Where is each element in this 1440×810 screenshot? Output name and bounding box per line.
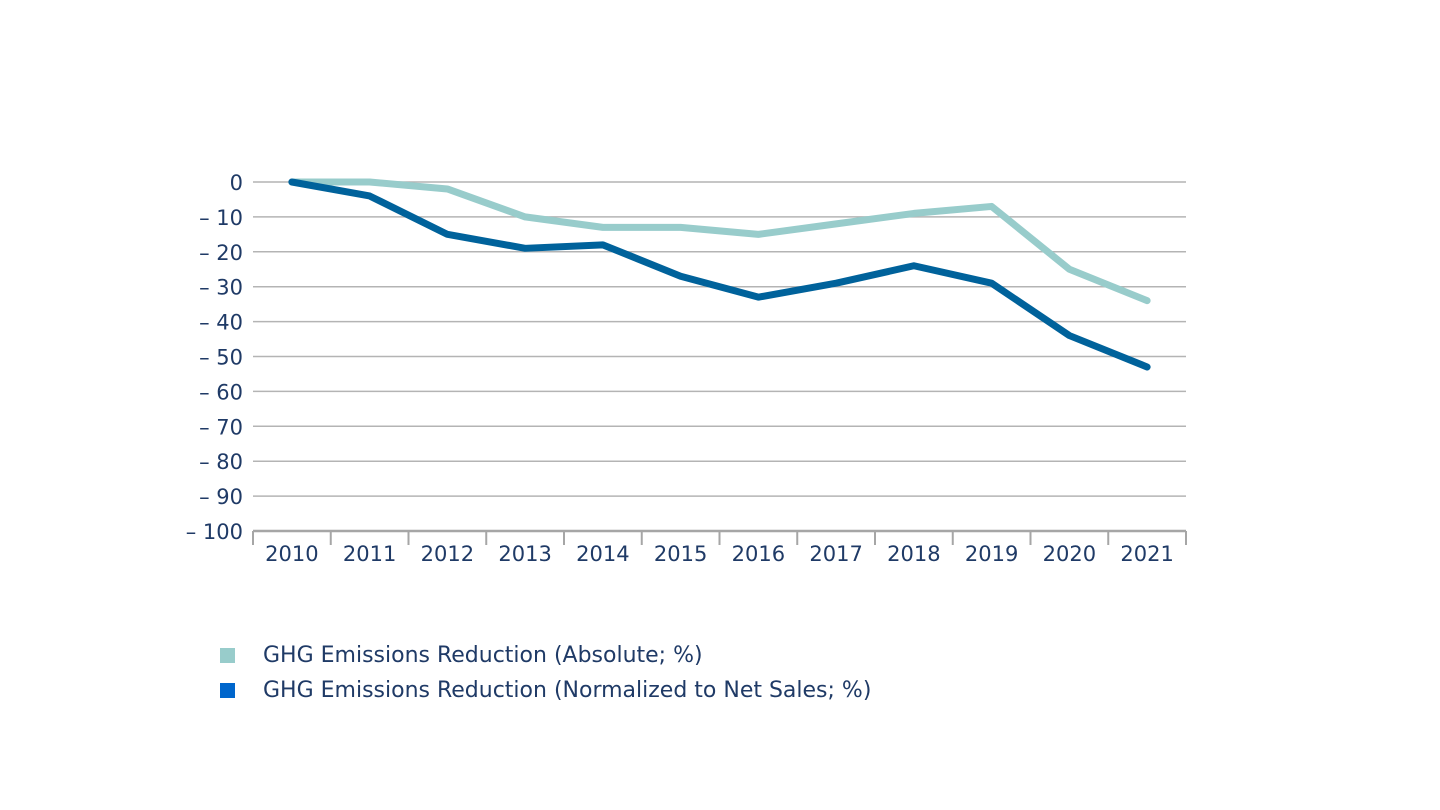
y-tick-label: – 100 bbox=[186, 520, 243, 544]
legend-swatch-absolute bbox=[220, 648, 235, 663]
x-tick-label: 2015 bbox=[654, 542, 707, 566]
y-tick-label: – 10 bbox=[199, 206, 243, 230]
x-tick-label: 2018 bbox=[887, 542, 940, 566]
x-tick-label: 2014 bbox=[576, 542, 629, 566]
y-tick-label: – 70 bbox=[199, 415, 243, 439]
y-tick-label: – 50 bbox=[199, 346, 243, 370]
series-line-1 bbox=[288, 178, 1151, 371]
legend-swatch-normalized bbox=[220, 683, 235, 698]
legend-label-normalized: GHG Emissions Reduction (Normalized to N… bbox=[263, 678, 872, 703]
y-tick-label: – 40 bbox=[199, 311, 243, 335]
x-tick-label: 2020 bbox=[1043, 542, 1096, 566]
x-tick-label: 2013 bbox=[498, 542, 551, 566]
legend-item-normalized: GHG Emissions Reduction (Normalized to N… bbox=[220, 673, 871, 708]
y-tick-label: 0 bbox=[230, 171, 243, 195]
y-tick-label: – 80 bbox=[199, 450, 243, 474]
y-tick-label: – 30 bbox=[199, 276, 243, 300]
x-tick-label: 2011 bbox=[343, 542, 396, 566]
x-tick-label: 2019 bbox=[965, 542, 1018, 566]
y-tick-label: – 90 bbox=[199, 485, 243, 509]
x-tick-label: 2021 bbox=[1120, 542, 1173, 566]
x-tick-label: 2010 bbox=[265, 542, 318, 566]
y-tick-label: – 20 bbox=[199, 241, 243, 265]
x-tick-label: 2016 bbox=[732, 542, 785, 566]
x-tick-label: 2012 bbox=[421, 542, 474, 566]
series-line-0 bbox=[288, 178, 1151, 305]
legend: GHG Emissions Reduction (Absolute; %) GH… bbox=[220, 638, 871, 708]
legend-label-absolute: GHG Emissions Reduction (Absolute; %) bbox=[263, 643, 703, 668]
legend-item-absolute: GHG Emissions Reduction (Absolute; %) bbox=[220, 638, 871, 673]
y-tick-label: – 60 bbox=[199, 380, 243, 404]
x-tick-label: 2017 bbox=[809, 542, 862, 566]
